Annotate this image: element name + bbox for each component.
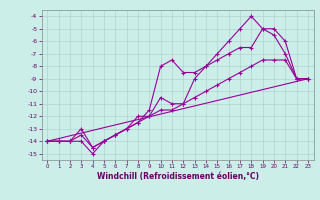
X-axis label: Windchill (Refroidissement éolien,°C): Windchill (Refroidissement éolien,°C) <box>97 172 259 181</box>
